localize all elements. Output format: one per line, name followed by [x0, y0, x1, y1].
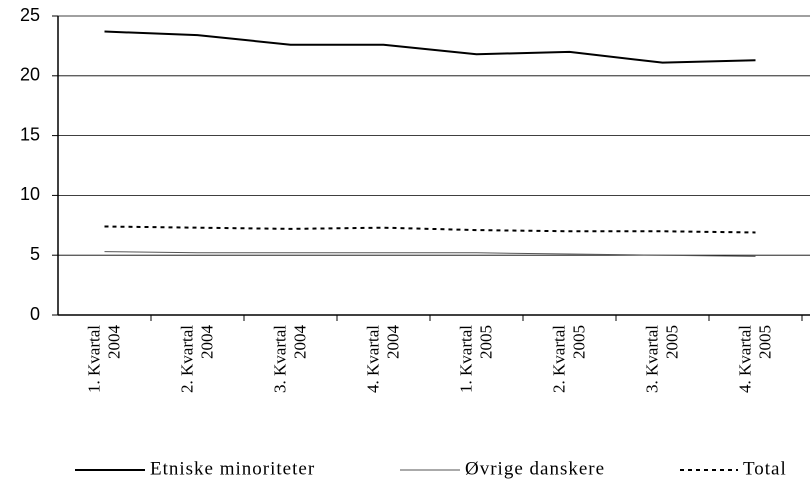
x-tick-label: 3. Kvartal — [270, 325, 289, 393]
y-tick-label: 5 — [30, 244, 40, 264]
x-tick-label: 2005 — [569, 325, 588, 359]
legend-label: Total — [743, 458, 787, 479]
y-tick-label: 25 — [20, 5, 40, 25]
line-series — [104, 225, 756, 234]
x-tick-label: 1. Kvartal — [84, 325, 103, 393]
x-tick-label: 2004 — [104, 325, 123, 360]
x-tick-label: 2004 — [197, 325, 216, 360]
x-tick-label: 3. Kvartal — [642, 325, 661, 393]
legend-label: Etniske minoriteter — [150, 458, 315, 479]
x-tick-label: 2004 — [383, 325, 402, 360]
y-tick-label: 20 — [20, 65, 40, 85]
x-tick-label: 4. Kvartal — [363, 325, 382, 393]
x-tick-label: 2005 — [662, 325, 681, 359]
x-tick-label: 2004 — [290, 325, 309, 360]
line-series — [104, 30, 756, 64]
legend-label: Øvrige danskere — [465, 458, 605, 479]
x-tick-label: 4. Kvartal — [735, 325, 754, 393]
x-tick-label: 2. Kvartal — [177, 325, 196, 393]
x-tick-label: 2005 — [755, 325, 774, 359]
line-series — [104, 251, 756, 257]
x-tick-label: 1. Kvartal — [456, 325, 475, 393]
y-tick-label: 15 — [20, 124, 40, 144]
y-tick-label: 0 — [30, 304, 40, 324]
x-tick-label: 2. Kvartal — [549, 325, 568, 393]
x-tick-label: 2005 — [476, 325, 495, 359]
y-tick-label: 10 — [20, 184, 40, 204]
